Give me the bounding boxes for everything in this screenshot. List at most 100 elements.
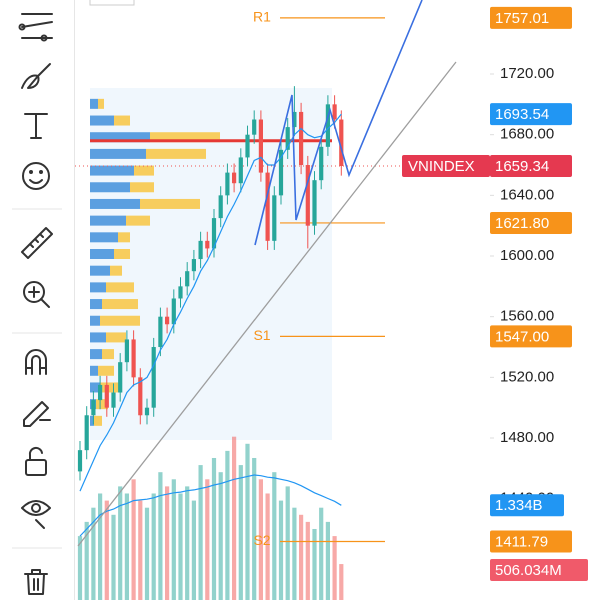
candle-body xyxy=(165,316,170,325)
candle-body xyxy=(312,180,317,226)
candle-body xyxy=(332,104,337,120)
volume-bar xyxy=(124,493,129,600)
profile-sell xyxy=(114,248,130,259)
levels: R1 S1 S2 xyxy=(75,9,490,548)
volume-bar xyxy=(144,507,150,600)
y-tick-label: 1640.00 xyxy=(500,186,554,203)
candle-body xyxy=(191,259,196,272)
profile-buy xyxy=(90,382,100,393)
volume-bar xyxy=(218,472,223,600)
profile-sell xyxy=(102,299,138,310)
ma-tag-bg xyxy=(490,103,572,126)
profile-buy xyxy=(90,349,102,360)
candle-body xyxy=(265,172,270,241)
profile-buy xyxy=(90,165,134,176)
volume-bar xyxy=(278,500,284,600)
lock-tool[interactable] xyxy=(25,446,47,476)
volume-bar xyxy=(238,465,243,600)
emoji-tool[interactable] xyxy=(22,162,50,190)
profile-range xyxy=(90,88,332,440)
profile-sell xyxy=(150,132,220,143)
candle-body xyxy=(171,298,176,325)
volume-bar xyxy=(198,465,203,600)
volume-bar xyxy=(332,536,337,600)
candle-body xyxy=(98,384,103,401)
candle-body xyxy=(292,111,297,128)
volume-tag: 506.034M xyxy=(495,562,562,579)
volume-bar xyxy=(312,528,317,600)
magnet-tool[interactable] xyxy=(25,349,47,375)
profile-buy xyxy=(90,198,140,209)
volume-bar xyxy=(158,472,163,600)
profile-buy xyxy=(90,299,102,310)
volume-profile xyxy=(90,98,220,426)
volume-bar xyxy=(245,443,250,600)
volume-bar xyxy=(98,493,103,600)
volume-bar xyxy=(131,479,136,600)
ma-tag: 1693.54 xyxy=(495,106,549,123)
profile-buy xyxy=(90,365,98,376)
volume-tag-bg xyxy=(490,559,588,581)
y-tick-label: 1720.00 xyxy=(500,65,554,82)
candle-body xyxy=(205,240,210,249)
delete-tool[interactable] xyxy=(24,569,48,595)
level-tag: 1547.00 xyxy=(495,328,549,345)
trend-tool[interactable] xyxy=(18,13,53,42)
profile-sell xyxy=(134,165,154,176)
candle-body xyxy=(232,172,237,184)
profile-buy xyxy=(90,265,110,276)
volume-bar xyxy=(178,493,183,600)
y-tick-label: 1680.00 xyxy=(500,126,554,143)
visibility-tool[interactable] xyxy=(21,500,51,529)
volume-bar xyxy=(252,457,257,600)
volume-bar xyxy=(91,507,96,600)
profile-buy xyxy=(90,332,106,343)
candle-body xyxy=(238,157,243,184)
profile-sell xyxy=(110,265,122,276)
volume-bar xyxy=(138,500,143,600)
profile-buy xyxy=(90,315,100,326)
volume-ma-line xyxy=(79,474,342,537)
profile-sell xyxy=(100,382,120,393)
price-axis: 1440.001480.001520.001560.001600.001640.… xyxy=(402,6,588,581)
candle-body xyxy=(252,119,257,135)
candle-body xyxy=(158,316,163,348)
candle-body xyxy=(211,218,217,249)
volume-bar xyxy=(339,564,344,600)
y-tick-label: 1560.00 xyxy=(500,308,554,325)
volume-bar xyxy=(185,486,190,600)
level-tag-bg xyxy=(490,211,572,234)
zoom-tool[interactable] xyxy=(23,281,50,308)
profile-sell xyxy=(118,232,130,243)
brush-tool[interactable] xyxy=(21,63,51,89)
volume-bar xyxy=(191,500,196,600)
volume-bar xyxy=(118,486,123,600)
profile-buy xyxy=(90,415,94,426)
volume-bar xyxy=(211,457,217,600)
volume-bar xyxy=(319,507,324,600)
profile-sell xyxy=(102,349,114,360)
profile-buy xyxy=(90,282,106,293)
profile-sell xyxy=(146,148,206,159)
level-tag: 1411.79 xyxy=(495,533,548,550)
candle-body xyxy=(84,415,89,451)
candle-body xyxy=(245,134,250,158)
profile-sell xyxy=(96,399,108,410)
profile-buy xyxy=(90,132,150,143)
profile-sell xyxy=(106,282,134,293)
text-tool[interactable] xyxy=(24,113,48,139)
volume-ma-tag-bg xyxy=(490,494,564,517)
profile-sell xyxy=(140,198,200,209)
candle-body xyxy=(285,127,290,150)
level-name: S2 xyxy=(253,532,270,548)
volume-bar xyxy=(299,514,304,600)
lock-drawing-tool[interactable] xyxy=(23,401,51,427)
volume-bar xyxy=(165,486,170,600)
profile-buy xyxy=(90,115,114,126)
ruler-tool[interactable] xyxy=(21,227,53,259)
level-tag: 1621.80 xyxy=(495,215,549,232)
profile-buy xyxy=(90,215,126,226)
level-tag-bg xyxy=(490,6,572,29)
candles xyxy=(77,86,344,492)
